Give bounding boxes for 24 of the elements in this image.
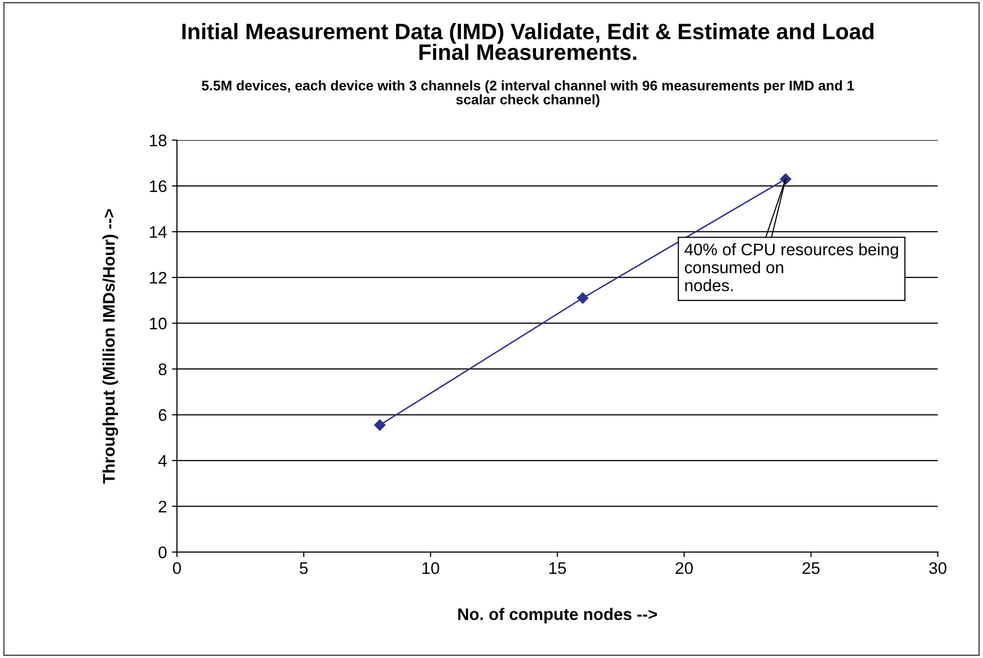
y-tick-label: 18 (150, 134, 166, 146)
x-tick-label: 10 (422, 562, 440, 574)
x-tick-label: 0 (172, 562, 181, 574)
y-tick-label: 12 (150, 272, 166, 284)
y-tick-label: 16 (150, 180, 166, 192)
x-tick-label: 20 (676, 562, 693, 574)
annotation: 40% of CPU resources being consumed on nodes. (684, 243, 898, 292)
point (577, 292, 588, 304)
x-tick-label: 5 (300, 562, 308, 574)
x-axis-title: No. of compute nodes --> (458, 608, 657, 624)
y-tick-label: 2 (158, 500, 166, 512)
x-tick-label: 15 (549, 562, 566, 574)
y-axis-title: Throughput (Million IMDs/Hour) --> (102, 209, 118, 484)
x-tick-label: 25 (802, 562, 820, 574)
y-tick-label: 0 (158, 546, 167, 558)
y-tick-label: 10 (150, 318, 167, 330)
y-tick-label: 8 (158, 363, 166, 376)
y-tick-label: 14 (150, 226, 167, 238)
y-tick-label: 6 (158, 409, 166, 421)
x-tick-label: 30 (929, 562, 946, 574)
chart-subtitle: 5.5M devices, each device with 3 channels (2 interval channel with 96 measurements per IMD and 1 scalar check channel) (202, 80, 854, 108)
point (374, 419, 386, 431)
chart-title: Initial Measurement Data (IMD) Validate, Edit & Estimate and Load Final Measurements. (182, 23, 874, 60)
y-tick-label: 4 (158, 455, 167, 467)
